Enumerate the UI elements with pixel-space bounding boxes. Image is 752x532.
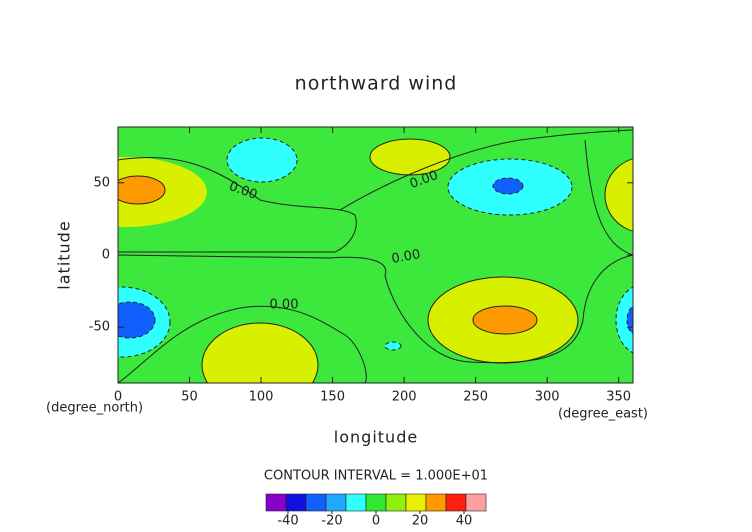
x-tick-label: 150 [320, 390, 345, 405]
region [626, 305, 633, 335]
x-unit: (degree_east) [558, 407, 648, 422]
contour-line [118, 305, 367, 383]
contour-label: 0.00 [390, 247, 421, 267]
y-tick-label: 50 [93, 175, 110, 190]
region [604, 158, 633, 232]
contour-field [118, 127, 633, 383]
region [118, 301, 156, 339]
colorbar-box [425, 493, 447, 512]
colorbar-title: CONTOUR INTERVAL = 1.000E+01 [264, 469, 488, 484]
x-tick-label: 100 [249, 390, 274, 405]
colorbar-box [385, 493, 407, 512]
colorbar-box [405, 493, 427, 512]
contour-label: 0.00 [270, 298, 299, 313]
colorbar-box [265, 493, 287, 512]
contour-line [118, 254, 633, 364]
colorbar-box [445, 493, 467, 512]
region [492, 177, 524, 195]
region [118, 175, 166, 205]
x-axis-label: longitude [334, 428, 418, 447]
colorbar-tick-label: 20 [412, 514, 429, 529]
x-tick-label: 350 [606, 390, 631, 405]
x-tick-label: 200 [392, 390, 417, 405]
colorbar-tick-label: 40 [456, 514, 473, 529]
contour-line [339, 129, 633, 211]
colorbar-box [325, 493, 347, 512]
contour-line [584, 139, 633, 256]
x-tick-label: 50 [181, 390, 198, 405]
y-tick-label: -50 [89, 320, 110, 335]
colorbar-box [305, 493, 327, 512]
colorbar-box [285, 493, 307, 512]
colorbar-box [345, 493, 367, 512]
region [384, 341, 402, 351]
colorbar-tick-label: -40 [277, 514, 298, 529]
x-tick-label: 300 [535, 390, 560, 405]
colorbar-box [365, 493, 387, 512]
y-unit: (degree_north) [46, 401, 143, 416]
region [472, 305, 538, 335]
x-tick-label: 0 [114, 390, 122, 405]
region [201, 322, 319, 383]
region [615, 286, 633, 354]
region [369, 138, 451, 176]
chart-title: northward wind [295, 73, 458, 95]
colorbar-tick-label: 0 [372, 514, 380, 529]
contour-line [118, 156, 357, 253]
y-tick-label: 0 [102, 248, 110, 263]
x-tick-label: 250 [463, 390, 488, 405]
colorbar-tick-label: -20 [321, 514, 342, 529]
y-axis-label: latitude [55, 220, 74, 289]
colorbar-box [465, 493, 487, 512]
region [226, 137, 298, 183]
